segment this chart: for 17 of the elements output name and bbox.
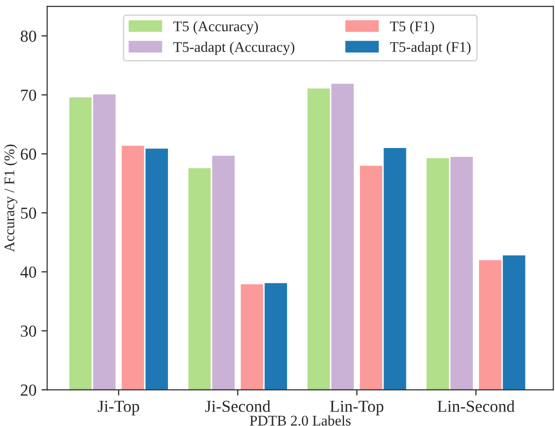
y-tick-label: 20: [20, 384, 36, 396]
x-tick-label: Ji-Top: [98, 400, 140, 416]
x-axis-title: PDTB 2.0 Labels: [250, 415, 351, 426]
y-tick-label: 30: [20, 326, 36, 337]
y-tick-label: 40: [20, 266, 36, 278]
y-tick-label: 60: [20, 148, 36, 160]
legend-label: T5-adapt (Accuracy): [173, 42, 294, 55]
y-tick-label: 80: [20, 30, 36, 42]
x-tick-label: Lin-Top: [330, 400, 384, 416]
y-axis-title: Accuracy / F1 (%): [4, 144, 18, 252]
legend-label: T5 (F1): [390, 21, 434, 34]
y-tick-label: 70: [21, 90, 36, 101]
x-tick-label: Lin-Second: [438, 400, 515, 412]
legend-label: T5-adapt (F1): [390, 42, 471, 55]
x-tick-label: Ji-Second: [205, 400, 270, 412]
y-tick-label: 50: [21, 208, 36, 219]
legend-label: T5 (Accuracy): [173, 21, 258, 34]
